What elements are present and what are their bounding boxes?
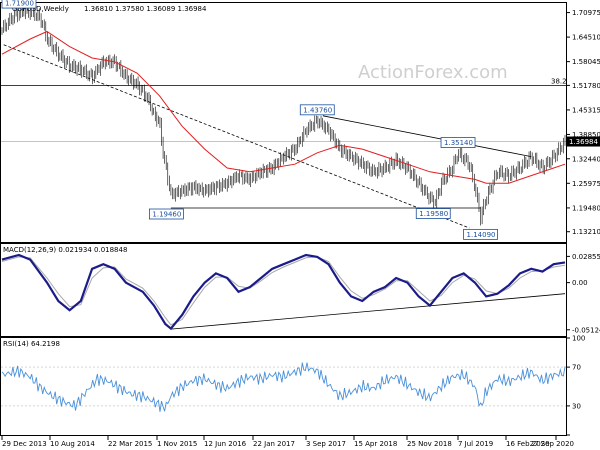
macd-trendline: [170, 293, 566, 330]
ohlc-values: 1.36810 1.37580 1.36089 1.36984: [84, 5, 207, 13]
trendline: [3, 44, 470, 229]
x-tick-label: 27 Sep 2020: [530, 440, 574, 448]
rsi-series: [1, 362, 566, 412]
y-tick-label: 1.13210: [572, 228, 600, 236]
y-tick-label: 1.58045: [572, 58, 600, 66]
x-tick-label: 16 Feb 2020: [506, 440, 550, 448]
trendline: [322, 115, 532, 158]
macd-line: [1, 253, 566, 331]
price-label-box: [299, 104, 335, 116]
macd-y-tick-label: 0.00: [572, 279, 588, 287]
price-annotations: 1.71900 1.19460 1.43760 1.19580 1.35140 1.140…: [1, 0, 498, 240]
price-bars: [1, 3, 566, 226]
macd-label: MACD(12,26,9) 0.021934 0.018848: [3, 246, 127, 254]
macd-series: [1, 253, 566, 331]
price-panel: GBPUSD,Weekly 1.36810 1.37580 1.36089 1.…: [0, 0, 600, 243]
x-tick-label: 12 Jun 2016: [204, 440, 247, 448]
x-tick-label: 10 Aug 2014: [50, 440, 95, 448]
macd-y-tick-label: 0.02855: [572, 253, 600, 261]
macd-panel: MACD(12,26,9) 0.021934 0.018848 0.028550…: [0, 243, 600, 337]
price-label: 1.71900: [5, 0, 34, 8]
trendlines: [3, 44, 532, 229]
price-label: 1.19460: [152, 211, 181, 219]
rsi-y-tick-label: 70: [572, 364, 581, 372]
moving-average: [1, 30, 566, 184]
price-axis: 1.70975 1.64510 1.58045 1.51780 1.45315 1.388…: [1, 9, 600, 236]
x-tick-label: 3 Sep 2017: [306, 440, 346, 448]
price-label-box: [463, 228, 498, 240]
macd-signal-line: [1, 256, 566, 326]
rsi-y-tick-label: 100: [572, 335, 585, 343]
current-price-label: 1.36984: [569, 138, 598, 146]
x-tick-label: 25 Nov 2018: [407, 440, 452, 448]
x-tick-label: 1 Nov 2015: [157, 440, 197, 448]
rsi-label: RSI(14) 64.2198: [3, 340, 60, 348]
y-tick-label: 1.19480: [572, 204, 600, 212]
current-price-box: [567, 136, 600, 147]
watermark: ActionForex.com: [358, 62, 508, 83]
y-tick-label: 1.45315: [572, 106, 600, 114]
macd-panel-frame: [0, 243, 567, 337]
y-tick-label: 1.32440: [572, 155, 600, 163]
x-tick-label: 7 Jul 2019: [458, 440, 493, 448]
price-label: 1.35140: [444, 139, 473, 147]
price-label-box: [440, 137, 476, 148]
rsi-panel-frame: [0, 337, 567, 436]
price-label: 1.43760: [303, 106, 332, 114]
symbol-label: GBPUSD,Weekly: [12, 5, 69, 13]
time-axis: 29 Dec 2013 10 Aug 2014 22 Mar 2015 1 Nov 2…: [1, 436, 574, 448]
y-tick-label: 1.64510: [572, 34, 600, 42]
price-label-box: [1, 0, 37, 9]
y-tick-label: 1.51780: [572, 82, 600, 90]
y-tick-label: 1.25975: [572, 180, 600, 188]
y-tick-label: 1.38850: [572, 131, 600, 139]
rsi-panel: RSI(14) 64.2198 100 70 30: [0, 335, 585, 436]
x-tick-label: 22 Jan 2017: [253, 440, 295, 448]
rsi-line: [1, 362, 566, 412]
price-panel-frame: [0, 2, 567, 243]
y-tick-label: 1.70975: [572, 9, 600, 17]
rsi-y-tick-label: 30: [572, 402, 581, 410]
price-label-box: [415, 208, 451, 219]
price-label-box: [148, 208, 184, 220]
fib-level-label: 38.2: [551, 77, 567, 85]
moving-average-line: [1, 30, 566, 184]
macd-axis: 0.02855 0.00 -0.05124: [566, 253, 600, 334]
price-label: 1.14090: [467, 231, 496, 239]
x-tick-label: 29 Dec 2013: [2, 440, 47, 448]
rsi-axis: 100 70 30: [1, 335, 585, 436]
price-label: 1.19580: [419, 210, 448, 218]
x-tick-label: 22 Mar 2015: [108, 440, 152, 448]
x-tick-label: 15 Apr 2018: [354, 440, 397, 448]
macd-y-tick-label: -0.05124: [572, 326, 600, 334]
